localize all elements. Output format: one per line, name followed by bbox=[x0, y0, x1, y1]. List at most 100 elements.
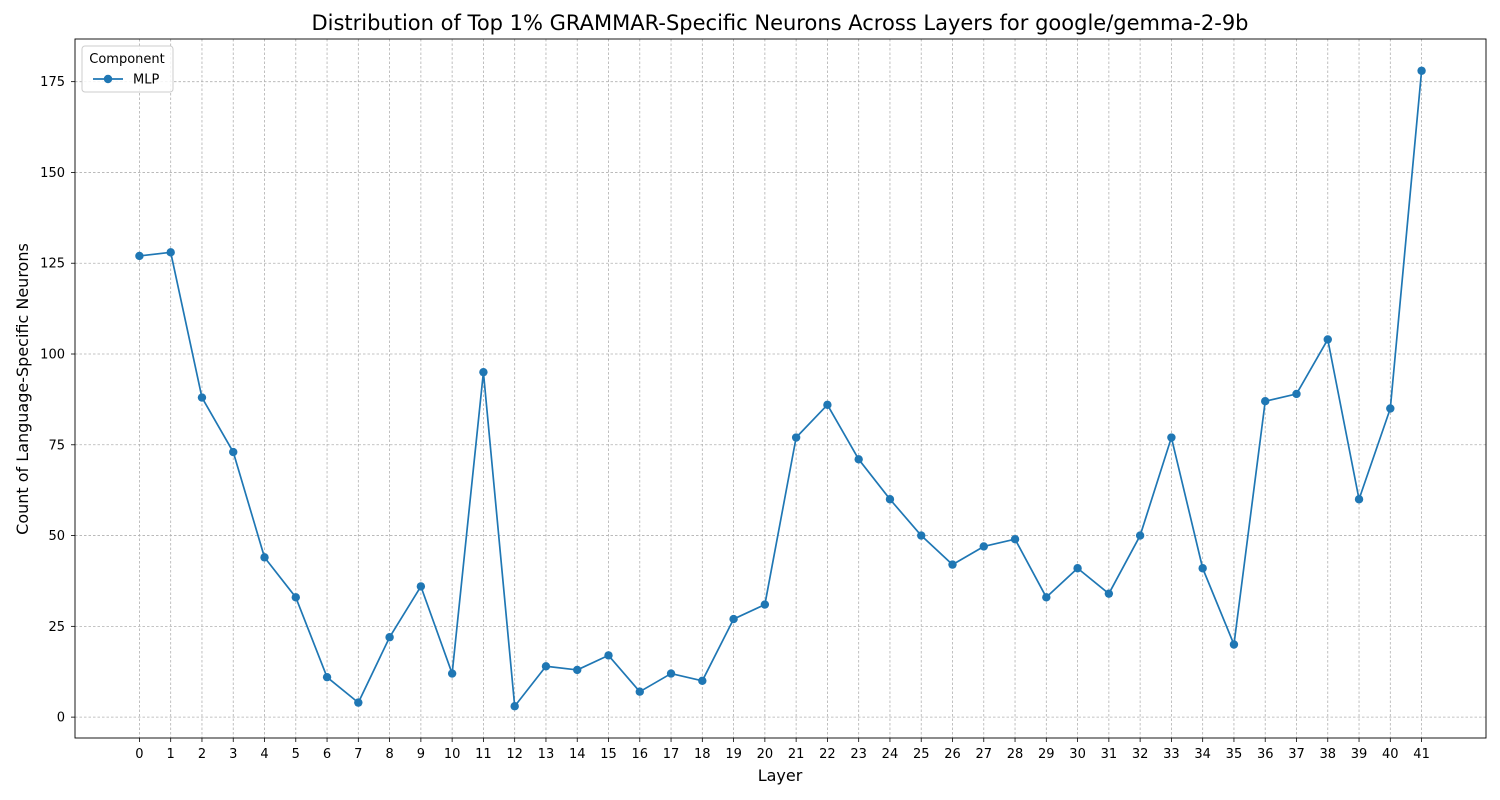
data-point bbox=[1042, 593, 1051, 602]
legend: Component MLP bbox=[81, 45, 174, 93]
data-point bbox=[322, 672, 332, 682]
data-point bbox=[541, 662, 551, 671]
data-point bbox=[229, 447, 238, 457]
data-point bbox=[1417, 66, 1426, 75]
x-tick-label: 3 bbox=[229, 747, 237, 762]
data-point bbox=[1198, 564, 1207, 573]
x-tick-label: 37 bbox=[1288, 747, 1305, 762]
data-point bbox=[948, 560, 957, 569]
data-point bbox=[791, 433, 801, 442]
data-point bbox=[291, 593, 300, 602]
legend-label: MLP bbox=[133, 73, 159, 88]
x-tick-label: 36 bbox=[1257, 747, 1274, 762]
x-tick-label: 19 bbox=[725, 747, 742, 762]
data-point bbox=[1010, 534, 1020, 544]
y-tick-label: 175 bbox=[40, 75, 65, 90]
data-point bbox=[479, 367, 488, 377]
data-point bbox=[885, 495, 895, 504]
data-point bbox=[197, 393, 207, 402]
x-tick-label: 2 bbox=[198, 747, 206, 762]
data-point bbox=[135, 251, 144, 261]
x-tick-label: 25 bbox=[913, 747, 930, 762]
x-tick-label: 5 bbox=[292, 747, 300, 762]
y-tick-label: 75 bbox=[48, 438, 65, 453]
data-point bbox=[1261, 397, 1270, 406]
x-tick-label: 31 bbox=[1101, 747, 1118, 762]
x-tick-label: 40 bbox=[1382, 747, 1399, 762]
data-point bbox=[635, 687, 644, 696]
x-tick-label: 38 bbox=[1319, 747, 1336, 762]
x-tick-label: 28 bbox=[1007, 747, 1024, 762]
data-point bbox=[260, 553, 269, 562]
x-tick-label: 8 bbox=[385, 747, 393, 762]
data-point bbox=[1386, 404, 1395, 413]
y-axis-label: Count of Language-Specific Neurons bbox=[13, 243, 32, 535]
data-point bbox=[447, 669, 457, 678]
x-tick-label: 16 bbox=[632, 747, 649, 762]
data-point bbox=[604, 651, 613, 660]
x-tick-label: 13 bbox=[538, 747, 555, 762]
data-point bbox=[510, 702, 519, 711]
legend-marker bbox=[103, 74, 113, 84]
y-tick-label: 25 bbox=[48, 620, 65, 635]
x-tick-label: 39 bbox=[1351, 747, 1368, 762]
x-tick-label: 41 bbox=[1413, 747, 1430, 762]
data-point bbox=[917, 531, 926, 540]
data-point bbox=[1104, 589, 1114, 598]
x-tick-label: 26 bbox=[944, 747, 961, 762]
data-point bbox=[979, 542, 988, 551]
data-point bbox=[823, 400, 832, 410]
y-tick-label: 50 bbox=[48, 529, 65, 544]
x-tick-label: 4 bbox=[260, 747, 268, 762]
series-line-mlp bbox=[139, 70, 1423, 708]
x-tick-label: 0 bbox=[135, 747, 143, 762]
x-tick-label: 24 bbox=[882, 747, 899, 762]
x-tick-label: 12 bbox=[506, 747, 523, 762]
data-point bbox=[666, 669, 676, 678]
data-point bbox=[416, 582, 426, 591]
data-point bbox=[729, 614, 738, 624]
data-point bbox=[354, 698, 363, 707]
chart-title: Distribution of Top 1% GRAMMAR-Specific … bbox=[311, 11, 1248, 35]
y-tick-label: 0 bbox=[57, 711, 65, 726]
x-tick-label: 35 bbox=[1226, 747, 1243, 762]
data-point bbox=[1073, 564, 1082, 573]
y-tick-label: 150 bbox=[40, 166, 65, 181]
x-tick-label: 21 bbox=[788, 747, 805, 762]
data-point bbox=[1135, 531, 1145, 540]
data-point bbox=[698, 676, 707, 686]
x-tick-label: 23 bbox=[850, 747, 867, 762]
x-tick-label: 30 bbox=[1069, 747, 1086, 762]
x-tick-label: 10 bbox=[444, 747, 461, 762]
x-tick-label: 11 bbox=[475, 747, 492, 762]
y-tick-label: 125 bbox=[40, 257, 65, 272]
data-point bbox=[854, 455, 863, 464]
x-tick-label: 6 bbox=[323, 747, 331, 762]
data-point bbox=[573, 665, 582, 675]
data-point bbox=[1167, 433, 1176, 442]
x-axis-label: Layer bbox=[758, 766, 803, 785]
plot-area: 0 1 2 3 4 5 6 7 8 9 10 11 12 13 14 15 16 17 18 19 20 21 22 23 24… bbox=[40, 38, 1487, 762]
x-tick-label: 33 bbox=[1163, 747, 1180, 762]
x-tick-label: 20 bbox=[757, 747, 774, 762]
data-point bbox=[385, 633, 394, 642]
x-tick-label: 18 bbox=[694, 747, 711, 762]
data-point bbox=[1323, 335, 1332, 344]
x-tick-label: 32 bbox=[1132, 747, 1149, 762]
x-tick-label: 15 bbox=[600, 747, 617, 762]
data-point bbox=[1229, 640, 1239, 649]
data-point bbox=[166, 248, 175, 257]
data-point bbox=[1292, 389, 1301, 399]
legend-title: Component bbox=[89, 52, 164, 67]
data-point bbox=[1354, 495, 1364, 504]
x-tick-label: 29 bbox=[1038, 747, 1055, 762]
data-point bbox=[760, 600, 770, 609]
x-tick-label: 27 bbox=[975, 747, 992, 762]
axes-frame bbox=[74, 38, 1487, 739]
x-tick-label: 1 bbox=[167, 747, 175, 762]
x-tick-label: 22 bbox=[819, 747, 836, 762]
y-tick-label: 100 bbox=[40, 348, 65, 363]
x-tick-label: 7 bbox=[354, 747, 362, 762]
